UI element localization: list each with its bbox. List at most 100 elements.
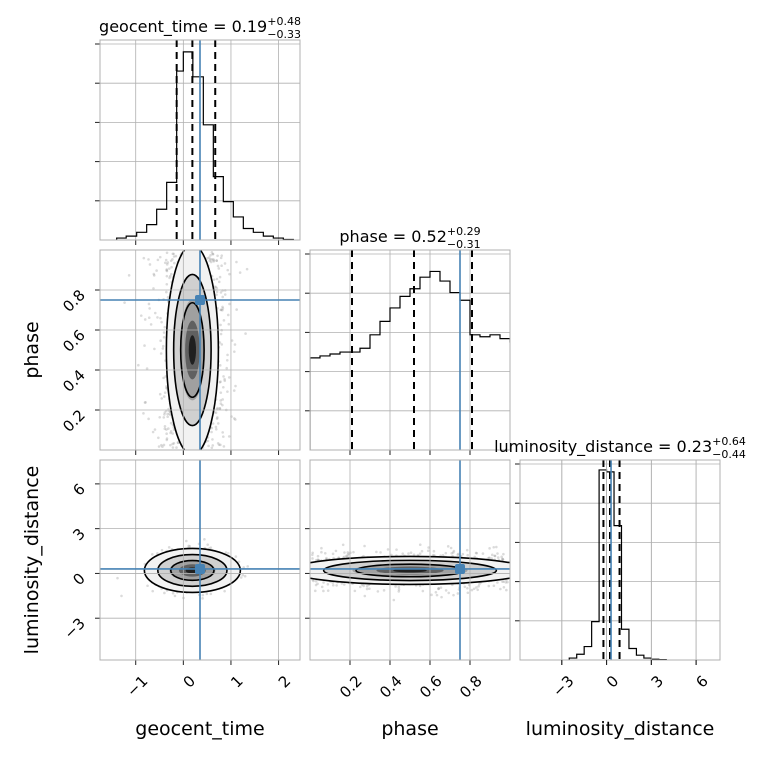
sample-point: [220, 343, 224, 346]
sample-point: [420, 549, 424, 553]
contour-line: [310, 555, 510, 586]
sample-point: [120, 594, 123, 598]
sample-point: [171, 442, 174, 446]
sample-point: [313, 589, 317, 593]
sample-point: [219, 332, 223, 336]
sample-point: [203, 537, 206, 541]
sample-point: [311, 553, 314, 557]
x-tick-label: 0.8: [456, 672, 486, 702]
sample-point: [349, 551, 352, 555]
sample-point: [314, 583, 318, 587]
sample-point: [158, 392, 162, 396]
x-axis-label-geocent_time: geocent_time: [135, 718, 264, 740]
sample-point: [365, 587, 369, 591]
contour-line: [157, 553, 228, 588]
sample-point: [169, 431, 172, 435]
sample-point: [506, 580, 509, 584]
x-tick-label: −1: [123, 672, 151, 700]
sample-point: [187, 544, 190, 548]
sample-point: [171, 258, 174, 261]
y-tick-label: 6: [69, 480, 88, 499]
sample-point: [213, 285, 217, 289]
sample-point: [331, 552, 335, 556]
sample-point: [320, 585, 324, 589]
sample-point: [466, 586, 469, 590]
sample-point: [143, 401, 147, 404]
sample-point: [314, 579, 318, 583]
sample-point: [218, 364, 222, 367]
panel-frame-phase-luminosity_distance: [309, 459, 511, 661]
sample-point: [171, 432, 174, 435]
sample-point: [185, 539, 188, 543]
sample-point: [162, 416, 166, 419]
sample-point: [165, 282, 169, 286]
sample-point: [139, 314, 143, 317]
sample-point: [169, 443, 172, 447]
sample-point: [220, 254, 224, 257]
title-upper-error: +0.64: [712, 435, 746, 448]
sample-point: [161, 347, 165, 350]
sample-point: [147, 258, 150, 261]
sample-point: [320, 546, 323, 550]
sample-point: [214, 285, 218, 289]
sample-point: [492, 545, 496, 549]
sample-point: [215, 286, 219, 290]
sample-point: [165, 268, 169, 271]
sample-point: [147, 316, 151, 319]
sample-point: [401, 552, 405, 555]
sample-point: [219, 402, 223, 405]
sample-point: [210, 251, 214, 254]
sample-point: [320, 550, 323, 554]
sample-point: [314, 558, 318, 562]
sample-point: [457, 552, 460, 556]
sample-point: [397, 590, 401, 593]
sample-point: [456, 553, 460, 557]
sample-point: [160, 397, 164, 400]
sample-point: [201, 593, 205, 597]
sample-point: [116, 576, 119, 580]
sample-point: [162, 331, 166, 334]
truth-point: [195, 563, 205, 574]
sample-point: [412, 553, 416, 556]
sample-point: [170, 265, 173, 269]
sample-point: [210, 430, 213, 434]
sample-point: [167, 546, 171, 549]
panel-frame-luminosity_distance: [519, 459, 721, 661]
sample-point: [206, 439, 210, 443]
sample-point: [343, 551, 346, 554]
sample-point: [157, 445, 161, 448]
sample-point: [165, 437, 169, 440]
sample-point: [376, 590, 380, 593]
sample-point: [160, 443, 163, 447]
sample-point: [163, 413, 166, 416]
sample-point: [216, 416, 219, 419]
sample-point: [478, 582, 481, 586]
sample-point: [165, 274, 169, 278]
sample-point: [165, 428, 168, 431]
sample-point: [188, 544, 191, 548]
sample-point: [217, 267, 221, 270]
sample-point: [137, 363, 140, 367]
contour-line: [165, 250, 220, 450]
title-main: phase = 0.52: [339, 227, 446, 246]
sample-point: [221, 398, 224, 401]
title-phase: phase = 0.52+0.29 −0.31: [339, 225, 480, 251]
sample-point: [148, 263, 152, 266]
sample-point: [220, 264, 223, 268]
sample-point: [127, 274, 131, 277]
sample-point: [368, 587, 371, 591]
sample-point: [165, 263, 169, 266]
sample-point: [153, 428, 157, 431]
x-tick-label: 0: [180, 672, 199, 691]
sample-point: [216, 264, 220, 268]
sample-point: [452, 593, 455, 597]
sample-point: [239, 576, 243, 579]
sample-point: [172, 252, 176, 256]
sample-point: [207, 256, 211, 259]
panel-frame-phase: [309, 249, 511, 451]
sample-point: [171, 446, 175, 449]
sample-point: [501, 557, 504, 561]
sample-point: [221, 305, 224, 309]
sample-point: [164, 258, 168, 262]
sample-point: [161, 344, 165, 348]
